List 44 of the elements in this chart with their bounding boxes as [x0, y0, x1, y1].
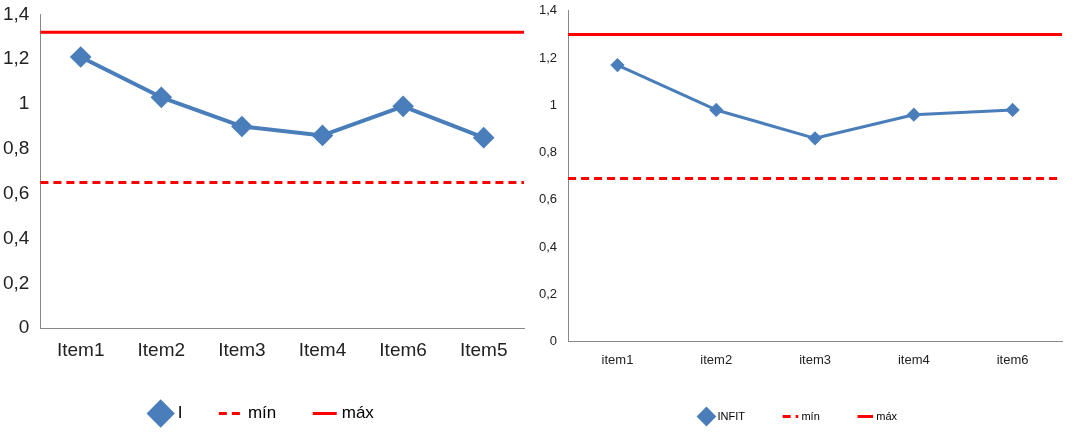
point: [70, 46, 91, 67]
y-tick-label: 0,6: [2, 181, 30, 203]
legend-label: INFIT: [717, 409, 746, 422]
point: [473, 127, 494, 148]
point: [231, 116, 252, 137]
legend-label: mín: [801, 409, 820, 422]
x-tick-label: Item6: [379, 338, 427, 360]
point: [709, 103, 723, 117]
point: [808, 131, 822, 145]
y-tick-label: 0,8: [538, 144, 558, 160]
x-tick-label: Item5: [459, 338, 508, 360]
y-tick-label: 0,2: [538, 285, 558, 301]
y-tick-label: 1,4: [538, 2, 558, 18]
legend-label: I: [177, 403, 183, 423]
point: [610, 58, 624, 72]
legend-label: mín: [247, 403, 277, 423]
x-tick-label: item2: [700, 351, 733, 367]
x-tick-label: item6: [996, 351, 1029, 367]
point: [907, 108, 921, 122]
y-tick-label: 0,2: [2, 271, 30, 293]
y-tick-label: 0,4: [538, 238, 558, 254]
point: [393, 96, 414, 117]
y-tick-label: 0,4: [2, 226, 30, 248]
point: [1006, 103, 1020, 117]
point: [151, 87, 172, 108]
y-tick-label: 0: [549, 332, 558, 348]
x-tick-label: Item4: [298, 338, 347, 360]
y-tick-label: 0,8: [2, 137, 30, 159]
point: [312, 125, 333, 146]
x-tick-label: item1: [601, 351, 634, 367]
y-tick-label: 1,4: [2, 2, 30, 24]
legend-label: máx: [876, 409, 898, 422]
x-tick-label: item4: [897, 351, 930, 367]
x-tick-label: Item1: [56, 338, 105, 360]
legend-label: máx: [341, 403, 375, 423]
y-tick-label: 0: [18, 316, 30, 338]
y-tick-label: 1: [18, 92, 30, 114]
y-tick-label: 0,6: [538, 191, 558, 207]
x-tick-label: Item3: [218, 338, 266, 360]
y-tick-label: 1,2: [538, 49, 558, 65]
x-tick-label: Item2: [137, 338, 186, 360]
y-tick-label: 1,2: [2, 47, 30, 69]
y-tick-label: 1: [549, 96, 558, 112]
x-tick-label: item3: [799, 351, 831, 367]
